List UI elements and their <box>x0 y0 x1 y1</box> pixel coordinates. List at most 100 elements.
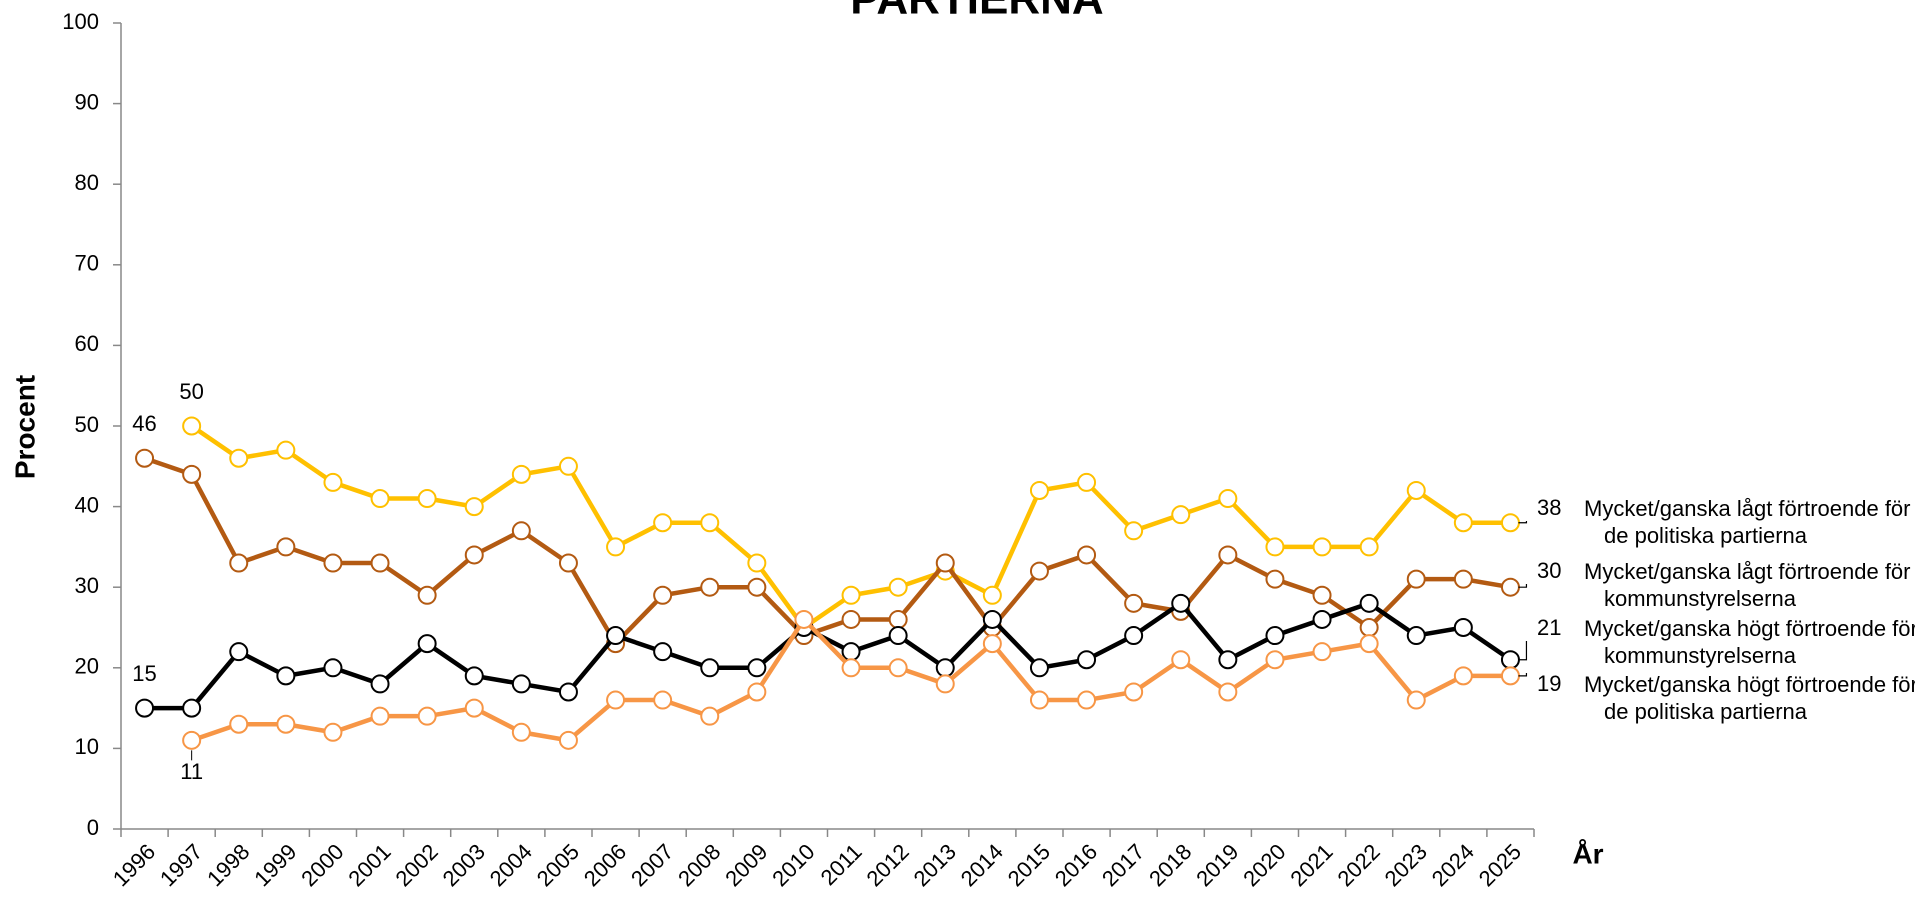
point <box>1029 561 1049 581</box>
point <box>182 698 202 718</box>
point <box>1265 650 1285 670</box>
point <box>417 489 437 509</box>
point <box>558 730 578 750</box>
y-tick-label: 30 <box>75 573 99 598</box>
x-tick-label: 2012 <box>862 839 914 891</box>
point <box>417 585 437 605</box>
point <box>935 674 955 694</box>
point <box>1359 634 1379 654</box>
point <box>700 706 720 726</box>
x-tick-label: 2002 <box>391 839 443 891</box>
x-tick-label: 1998 <box>202 839 254 891</box>
point <box>747 682 767 702</box>
point <box>935 658 955 678</box>
point <box>841 658 861 678</box>
point <box>1453 569 1473 589</box>
point <box>464 545 484 565</box>
data-label: 15 <box>132 661 156 686</box>
x-tick-label: 2021 <box>1285 839 1337 891</box>
data-label: 38 <box>1537 495 1561 520</box>
point <box>841 609 861 629</box>
point <box>700 658 720 678</box>
point <box>1171 593 1191 613</box>
x-tick-label: 2010 <box>767 839 819 891</box>
point <box>1406 626 1426 646</box>
point <box>1077 690 1097 710</box>
point <box>464 698 484 718</box>
point <box>1265 537 1285 557</box>
point <box>182 464 202 484</box>
point <box>370 706 390 726</box>
point <box>1453 666 1473 686</box>
x-tick-label: 2019 <box>1191 839 1243 891</box>
x-tick-label: 1997 <box>155 839 207 891</box>
point <box>1265 626 1285 646</box>
x-tick-label: 2017 <box>1097 839 1149 891</box>
point <box>1406 690 1426 710</box>
x-tick-label: 2001 <box>343 839 395 891</box>
point <box>982 585 1002 605</box>
point <box>323 722 343 742</box>
point <box>1359 537 1379 557</box>
point <box>606 537 626 557</box>
legend-entry: Mycket/ganska lågt förtroende för kommun… <box>1584 559 1911 611</box>
legend-entry: Mycket/ganska lågt förtroende för de pol… <box>1584 496 1911 548</box>
point <box>511 674 531 694</box>
data-label: 46 <box>132 411 156 436</box>
point <box>370 489 390 509</box>
point <box>606 626 626 646</box>
point <box>511 464 531 484</box>
data-label: 21 <box>1537 615 1561 640</box>
point <box>1500 650 1520 670</box>
point <box>182 416 202 436</box>
point <box>276 440 296 460</box>
point <box>1500 577 1520 597</box>
point <box>888 577 908 597</box>
leader <box>1518 641 1528 661</box>
point <box>558 682 578 702</box>
y-tick-label: 60 <box>75 331 99 356</box>
y-tick-label: 70 <box>75 251 99 276</box>
point <box>700 577 720 597</box>
data-label: 11 <box>180 759 203 784</box>
point <box>1312 642 1332 662</box>
point <box>276 666 296 686</box>
point <box>1077 472 1097 492</box>
point <box>1359 618 1379 637</box>
point <box>1218 489 1238 509</box>
point <box>653 690 673 710</box>
point <box>1218 545 1238 565</box>
y-tick-label: 40 <box>75 492 99 517</box>
point <box>1029 690 1049 710</box>
data-label: 19 <box>1537 671 1561 696</box>
point <box>464 666 484 686</box>
point <box>323 658 343 678</box>
point <box>135 448 155 468</box>
point <box>841 585 861 605</box>
point <box>794 609 814 629</box>
point <box>1312 537 1332 557</box>
point <box>1406 480 1426 500</box>
x-tick-label: 2013 <box>909 839 961 891</box>
x-tick-label: 1999 <box>249 839 301 891</box>
point <box>747 553 767 573</box>
point <box>1124 593 1144 613</box>
point <box>982 634 1002 654</box>
point <box>982 609 1002 629</box>
point <box>558 456 578 476</box>
x-axis-title: År <box>1572 838 1603 869</box>
point <box>1124 626 1144 646</box>
data-label: 30 <box>1537 558 1561 583</box>
point <box>558 553 578 573</box>
point <box>511 722 531 742</box>
x-tick-label: 2007 <box>626 839 678 891</box>
point <box>653 513 673 533</box>
point <box>229 448 249 468</box>
point <box>1029 658 1049 678</box>
point <box>1077 650 1097 670</box>
y-tick-label: 10 <box>75 734 99 759</box>
point <box>1029 480 1049 500</box>
point <box>1312 609 1332 629</box>
